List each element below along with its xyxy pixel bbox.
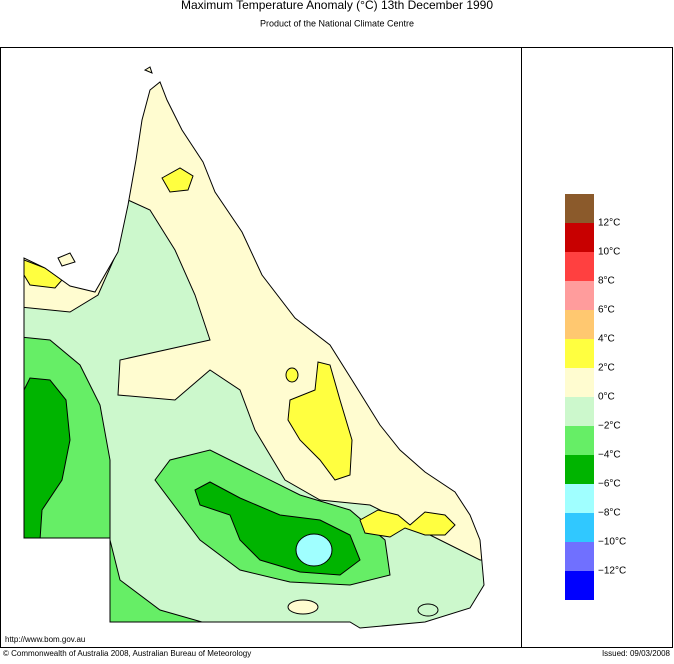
legend-swatch <box>565 513 594 542</box>
legend-swatch <box>565 542 594 571</box>
legend-label: 8°C <box>598 276 615 287</box>
legend-swatch <box>565 368 594 397</box>
legend-label: 10°C <box>598 247 620 258</box>
islands <box>57 66 153 267</box>
legend-label: 12°C <box>598 218 620 229</box>
footer-issued: Issued: 09/03/2008 <box>602 649 671 658</box>
title: Maximum Temperature Anomaly (°C) 13th De… <box>181 0 493 12</box>
legend-label: −10°C <box>598 537 626 548</box>
legend-label: 4°C <box>598 334 615 345</box>
legend-swatch <box>565 194 594 223</box>
map <box>24 82 484 628</box>
legend-label: −8°C <box>598 508 621 519</box>
legend-swatch <box>565 484 594 513</box>
legend-label: −12°C <box>598 566 626 577</box>
legend-label: 2°C <box>598 363 615 374</box>
legend-swatch <box>565 571 594 600</box>
legend-swatch <box>565 310 594 339</box>
legend-label: 0°C <box>598 392 615 403</box>
footer-copyright: © Commonwealth of Australia 2008, Austra… <box>3 649 251 658</box>
legend: 12°C 10°C 8°C 6°C 4°C 2°C 0°C −2°C −4°C −6°C −8°C −… <box>565 194 626 600</box>
legend-swatch <box>565 252 594 281</box>
legend-swatch <box>565 426 594 455</box>
footer-url: http://www.bom.gov.au <box>5 635 85 644</box>
subtitle: Product of the National Climate Centre <box>260 18 414 28</box>
frame <box>0 47 673 648</box>
legend-swatch <box>565 397 594 426</box>
legend-label: −4°C <box>598 450 621 461</box>
legend-swatch <box>565 281 594 310</box>
legend-label: 6°C <box>598 305 615 316</box>
legend-swatch <box>565 455 594 484</box>
legend-swatch <box>565 339 594 368</box>
legend-label: −6°C <box>598 479 621 490</box>
legend-label: −2°C <box>598 421 621 432</box>
legend-swatch <box>565 223 594 252</box>
